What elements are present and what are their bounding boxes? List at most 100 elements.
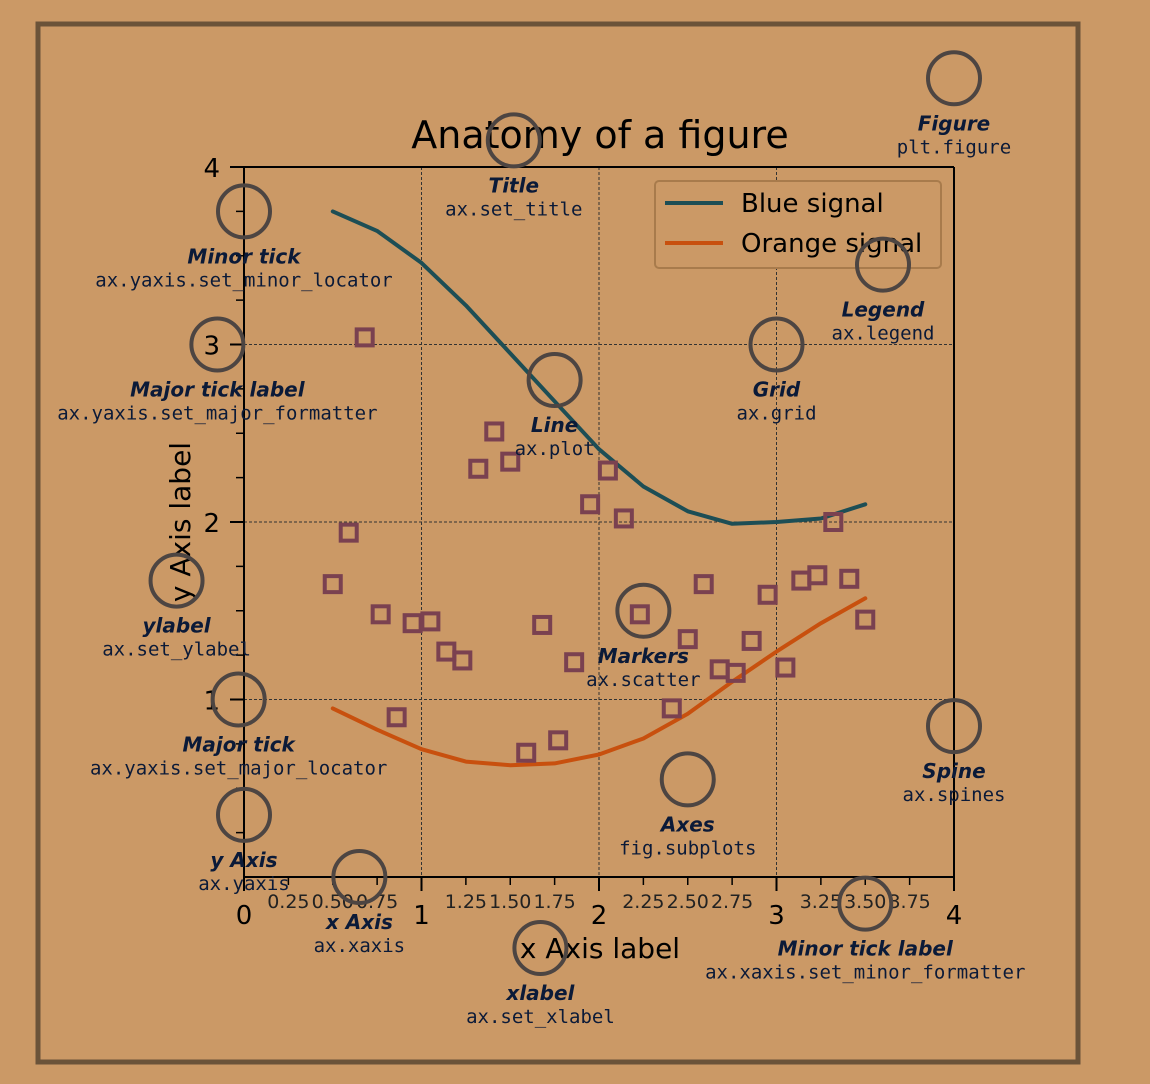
- scatter-marker: [338, 522, 359, 543]
- annotation-circle-figure: [926, 50, 982, 107]
- scatter-marker: [661, 698, 682, 719]
- x-minor-tick-label: 1.50: [489, 891, 531, 913]
- annotation-code-grid: ax.grid: [736, 403, 816, 425]
- annotation-title-grid: Grid: [753, 378, 801, 402]
- x-major-tick-label: 1: [413, 901, 430, 931]
- scatter-marker: [452, 650, 473, 671]
- x-major-tick-label: 0: [236, 901, 253, 931]
- scatter-marker: [807, 565, 828, 586]
- annotation-circle-title: [485, 112, 542, 169]
- annotation-code-line: ax.plot: [515, 438, 595, 460]
- annotation-title-markers: Markers: [598, 644, 689, 668]
- x-axis-label: x Axis label: [520, 932, 680, 965]
- scatter-marker: [500, 451, 521, 472]
- legend-box: [654, 180, 942, 269]
- scatter-marker: [693, 574, 714, 595]
- annotation-title-legend: Legend: [842, 298, 925, 322]
- annotation-code-axes: fig.subplots: [619, 837, 756, 859]
- annotation-title-minor-tick: Minor tick: [187, 244, 302, 268]
- annotation-code-minor-tick-label: ax.xaxis.set_minor_formatter: [705, 962, 1025, 984]
- annotation-circle-major-tick: [210, 671, 267, 728]
- y-axis-label: y Axis label: [164, 442, 197, 602]
- annotation-title-spine: Spine: [922, 759, 985, 783]
- scatter-marker: [677, 629, 698, 650]
- x-minor-tick-label: 2.75: [711, 891, 753, 913]
- x-minor-tick-label: 2.25: [622, 891, 664, 913]
- x-major-tick-label: 4: [946, 901, 963, 931]
- x-minor-tick-label: 3.75: [888, 891, 930, 913]
- annotation-circle-axes: [659, 751, 716, 808]
- scatter-marker: [532, 614, 553, 635]
- annotation-title-major-tick-label: Major tick label: [130, 378, 306, 402]
- annotation-code-ylabel: ax.set_ylabel: [102, 639, 251, 661]
- scatter-marker: [839, 568, 860, 589]
- annotation-title-xlabel: xlabel: [505, 981, 575, 1005]
- scatter-marker: [775, 657, 796, 678]
- annotation-code-y-axis: ax.yaxis: [198, 873, 290, 895]
- annotation-circle-grid: [748, 316, 805, 373]
- annotation-code-title: ax.set_title: [445, 198, 582, 220]
- annotation-title-ylabel: ylabel: [142, 614, 211, 638]
- annotation-title-x-axis: x Axis: [325, 910, 393, 934]
- x-minor-tick-label: 0.25: [267, 891, 309, 913]
- scatter-marker: [613, 508, 634, 529]
- x-minor-tick-label: 2.50: [667, 891, 709, 913]
- x-minor-tick-label: 1.25: [445, 891, 487, 913]
- annotation-circle-x-axis: [331, 849, 388, 905]
- scatter-marker: [725, 662, 746, 683]
- annotation-code-major-tick-label: ax.yaxis.set_major_formatter: [57, 403, 377, 425]
- legend-orange-label: Orange signal: [741, 229, 922, 259]
- annotation-title-axes: Axes: [659, 812, 715, 836]
- x-minor-tick-label: 0.75: [356, 891, 398, 913]
- legend-blue-label: Blue signal: [741, 189, 884, 219]
- scatter-marker: [484, 421, 505, 442]
- annotation-circle-line: [526, 352, 583, 408]
- x-major-tick-label: 3: [768, 901, 785, 931]
- chart-title: Anatomy of a figure: [411, 113, 788, 157]
- figure-frame: [35, 21, 1081, 1065]
- x-major-tick-label: 2: [591, 901, 608, 931]
- annotation-circle-y-axis: [216, 786, 272, 843]
- y-major-tick-label: 4: [203, 154, 220, 184]
- annotation-code-minor-tick: ax.yaxis.set_minor_locator: [95, 269, 392, 291]
- scatter-marker: [516, 742, 537, 763]
- scatter-marker: [564, 652, 585, 673]
- annotation-circle-spine: [926, 698, 982, 755]
- blue-signal-line: [330, 209, 868, 526]
- annotation-code-x-axis: ax.xaxis: [314, 935, 406, 957]
- annotation-code-legend: ax.legend: [832, 323, 935, 345]
- scatter-marker: [370, 604, 391, 625]
- scatter-marker: [597, 460, 618, 481]
- annotation-title-minor-tick-label: Minor tick label: [778, 937, 954, 961]
- annotation-code-xlabel: ax.set_xlabel: [466, 1006, 615, 1028]
- annotation-code-markers: ax.scatter: [586, 669, 700, 691]
- annotation-title-y-axis: y Axis: [210, 848, 277, 872]
- orange-signal-line: [330, 596, 868, 768]
- scatter-marker: [629, 604, 650, 625]
- x-minor-tick-label: 1.75: [533, 891, 575, 913]
- x-minor-tick-label: 3.50: [844, 891, 886, 913]
- scatter-marker: [855, 609, 876, 630]
- y-major-tick-label: 2: [203, 509, 220, 539]
- scatter-marker: [741, 630, 762, 651]
- x-minor-tick-label: 3.25: [800, 891, 842, 913]
- scatter-marker: [322, 574, 343, 595]
- scatter-marker: [386, 707, 407, 728]
- annotation-circle-minor-tick-label: [837, 875, 894, 932]
- annotation-code-major-tick: ax.yaxis.set_major_locator: [90, 758, 387, 780]
- annotation-circle-major-tick-label: [189, 316, 246, 373]
- scatter-marker: [823, 512, 844, 532]
- annotation-title-major-tick: Major tick: [182, 733, 296, 757]
- annotation-circle-xlabel: [512, 920, 569, 976]
- scatter-marker: [354, 327, 375, 348]
- annotation-title-line: Line: [531, 413, 578, 437]
- scatter-marker: [548, 730, 569, 751]
- annotation-title-title: Title: [489, 173, 539, 197]
- annotation-circle-minor-tick: [216, 183, 272, 240]
- scatter-marker: [757, 584, 778, 605]
- y-major-tick-label: 3: [203, 332, 220, 362]
- scatter-marker: [420, 611, 441, 632]
